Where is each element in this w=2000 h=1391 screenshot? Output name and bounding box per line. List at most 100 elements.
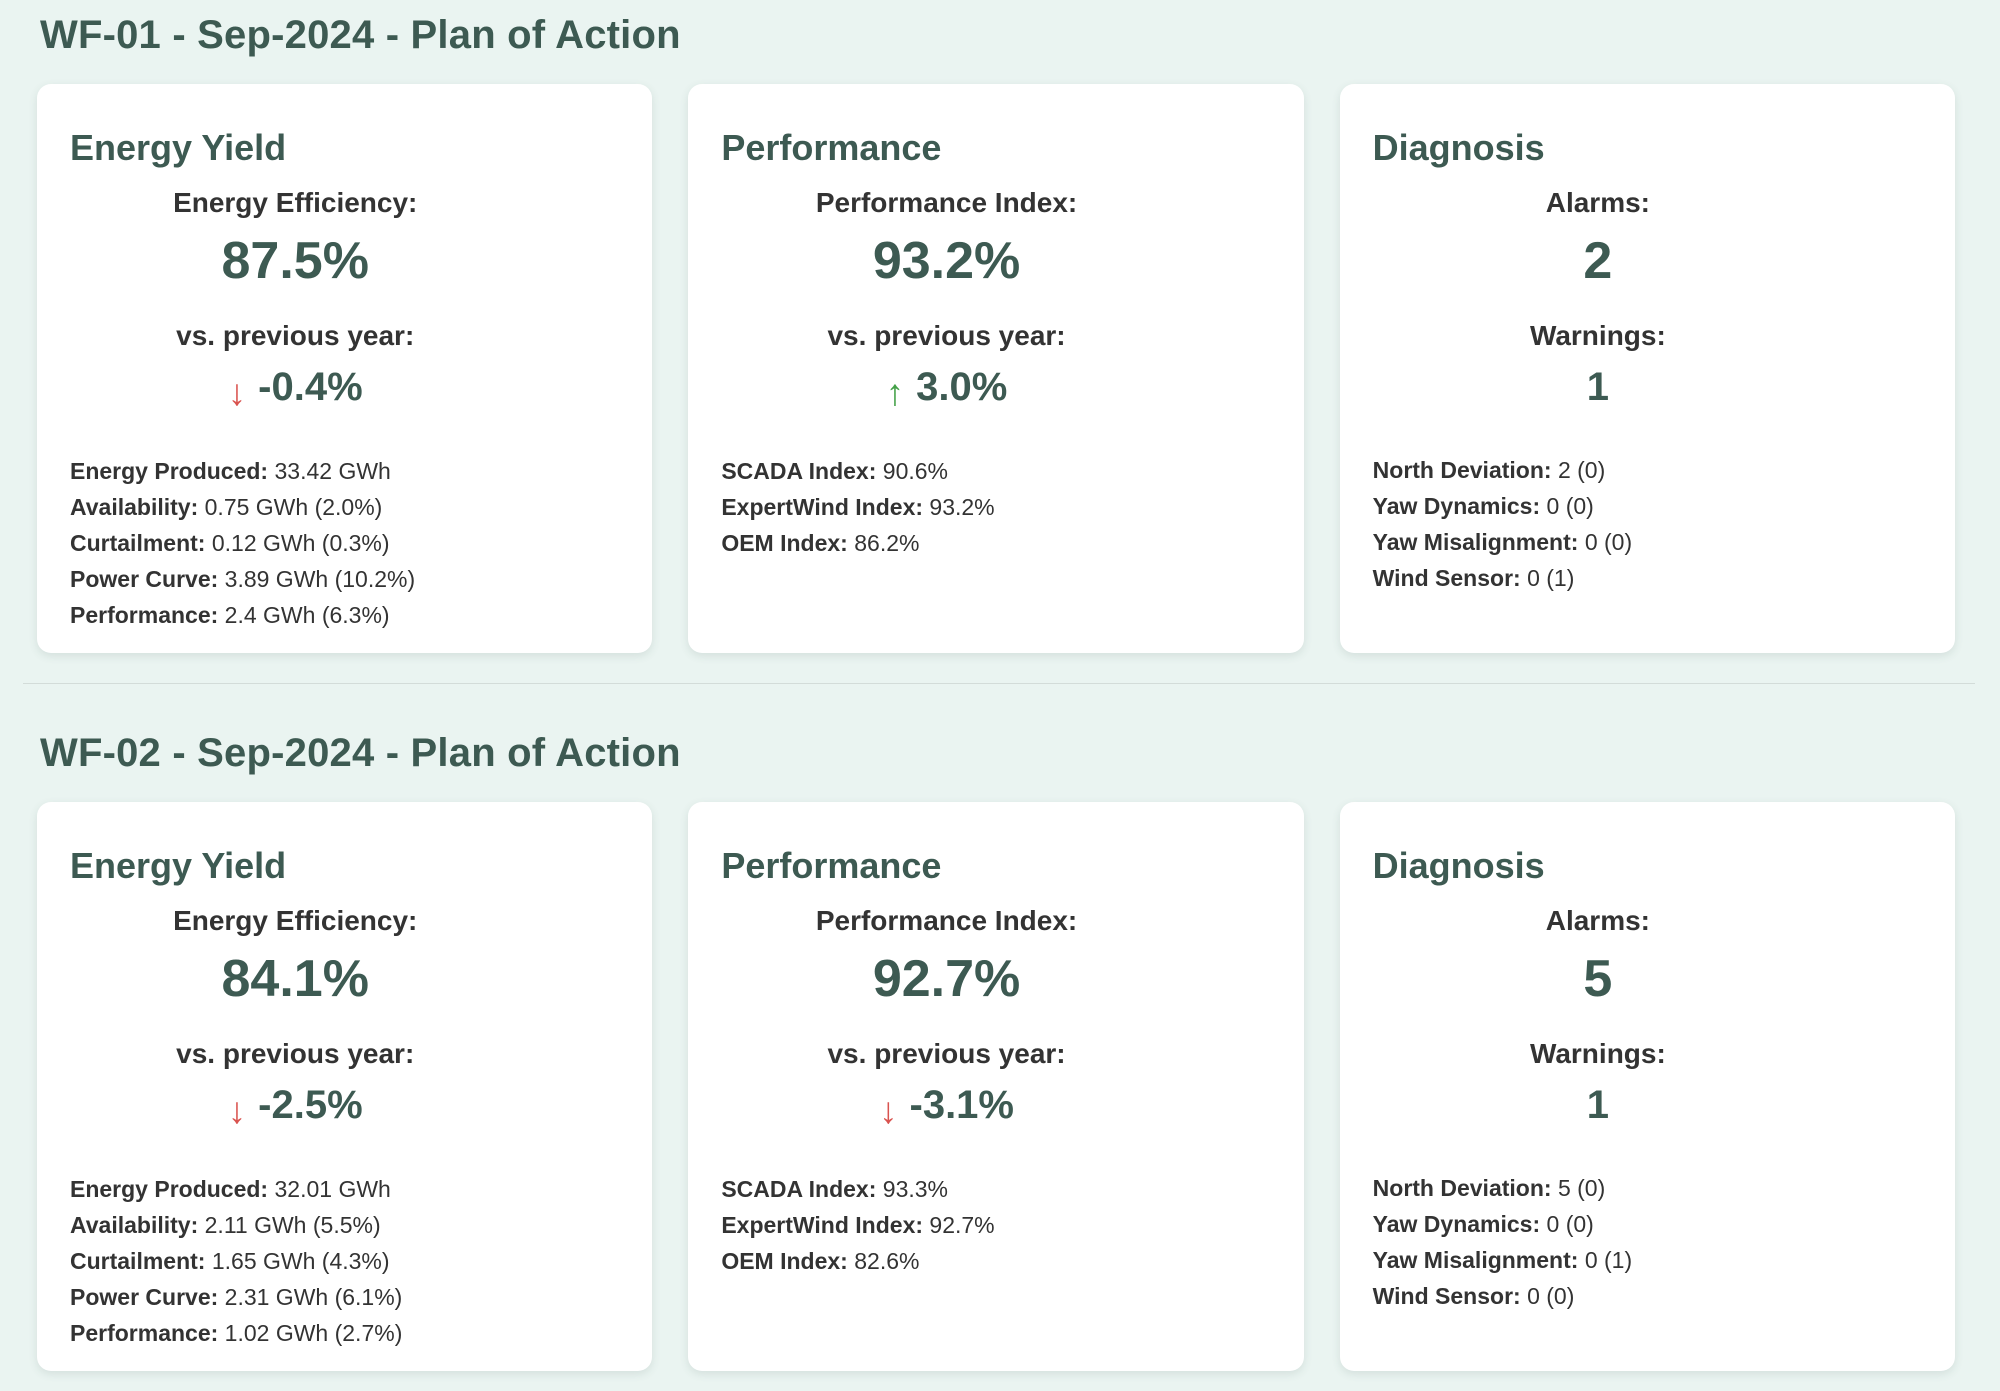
metric-label: Performance Index: (815, 187, 1078, 218)
detail-label: Yaw Misalignment: (1372, 529, 1579, 555)
card-title: Diagnosis (1372, 127, 1545, 168)
details-list: North Deviation: 2 (0) Yaw Dynamics: 0 (… (1373, 452, 1922, 596)
delta-value: 1 (1586, 1083, 1609, 1127)
detail-value: 82.6% (854, 1248, 920, 1274)
energy-yield-card: Energy Yield Energy Efficiency: 87.5% vs… (37, 84, 653, 653)
card-row: Energy Yield Energy Efficiency: 87.5% vs… (37, 84, 1955, 653)
detail-item: Yaw Dynamics: 0 (0) (1373, 488, 1922, 524)
details-list: Energy Produced: 33.42 GWh Availability:… (70, 453, 619, 633)
detail-label: Energy Produced: (70, 1176, 269, 1202)
detail-item: Performance: 1.02 GWh (2.7%) (70, 1315, 619, 1351)
detail-item: North Deviation: 2 (0) (1373, 452, 1922, 488)
detail-value: 1.02 GWh (2.7%) (224, 1320, 403, 1346)
detail-item: Curtailment: 1.65 GWh (4.3%) (70, 1243, 619, 1279)
detail-label: Wind Sensor: (1372, 565, 1521, 591)
metric-value: 84.1% (221, 950, 369, 1008)
detail-label: Wind Sensor: (1372, 1283, 1521, 1309)
trend-down-arrow-icon (228, 368, 246, 418)
wf-01-section: WF-01 - Sep-2024 - Plan of Action Energy… (37, 12, 1955, 653)
metric-label: vs. previous year: (176, 320, 415, 351)
detail-item: SCADA Index: 90.6% (721, 453, 1270, 489)
detail-label: Curtailment: (70, 530, 206, 556)
metric-value: 87.5% (221, 232, 369, 290)
detail-value: 93.2% (929, 494, 995, 520)
metric-value: 5 (1583, 950, 1613, 1008)
metric-label: Alarms: (1545, 187, 1650, 218)
detail-label: Yaw Dynamics: (1372, 493, 1541, 519)
detail-label: Performance: (70, 1320, 219, 1346)
details-list: North Deviation: 5 (0) Yaw Dynamics: 0 (… (1373, 1170, 1922, 1314)
detail-item: SCADA Index: 93.3% (721, 1171, 1270, 1207)
detail-value: 0 (0) (1546, 1211, 1594, 1237)
detail-value: 2.4 GWh (6.3%) (224, 602, 390, 628)
detail-label: OEM Index: (721, 530, 848, 556)
metric-block: Performance Index: 92.7% vs. previous ye… (721, 903, 1171, 1131)
delta-value: 1 (1586, 365, 1609, 409)
detail-value: 0 (0) (1527, 1283, 1575, 1309)
detail-item: Availability: 0.75 GWh (2.0%) (70, 489, 619, 525)
detail-label: North Deviation: (1372, 1175, 1552, 1201)
section-divider (23, 683, 1975, 684)
detail-value: 33.42 GWh (274, 458, 391, 484)
diagnosis-card: Diagnosis Alarms: 2 Warnings: 1 North De… (1339, 84, 1955, 653)
detail-label: North Deviation: (1372, 457, 1552, 483)
metric-label: Warnings: (1529, 1038, 1666, 1069)
detail-item: Curtailment: 0.12 GWh (0.3%) (70, 525, 619, 561)
metric-label: Performance Index: (815, 905, 1078, 936)
detail-value: 1.65 GWh (4.3%) (211, 1248, 390, 1274)
metric-label: Energy Efficiency: (173, 187, 418, 218)
detail-item: Yaw Misalignment: 0 (0) (1373, 524, 1922, 560)
detail-label: Curtailment: (70, 1248, 206, 1274)
detail-item: Wind Sensor: 0 (0) (1373, 1278, 1922, 1314)
detail-item: Power Curve: 2.31 GWh (6.1%) (70, 1279, 619, 1315)
metric-label: Energy Efficiency: (173, 905, 418, 936)
card-row: Energy Yield Energy Efficiency: 84.1% vs… (37, 802, 1955, 1371)
detail-value: 0 (1) (1584, 1247, 1633, 1273)
detail-item: ExpertWind Index: 92.7% (721, 1207, 1270, 1243)
delta-value: 3.0% (916, 365, 1008, 409)
detail-label: Availability: (70, 494, 199, 520)
section-title: WF-01 - Sep-2024 - Plan of Action (40, 13, 681, 57)
section-title: WF-02 - Sep-2024 - Plan of Action (40, 731, 681, 775)
detail-item: Performance: 2.4 GWh (6.3%) (70, 597, 619, 633)
metric-value: 2 (1583, 232, 1613, 290)
detail-value: 92.7% (929, 1212, 995, 1238)
details-list: Energy Produced: 32.01 GWh Availability:… (70, 1171, 619, 1351)
detail-item: OEM Index: 86.2% (721, 525, 1270, 561)
delta-value: -2.5% (258, 1083, 363, 1127)
detail-label: OEM Index: (721, 1248, 848, 1274)
detail-value: 0.75 GWh (2.0%) (204, 494, 383, 520)
detail-item: Wind Sensor: 0 (1) (1373, 560, 1922, 596)
detail-label: Energy Produced: (70, 458, 269, 484)
detail-item: ExpertWind Index: 93.2% (721, 489, 1270, 525)
metric-delta: -0.4% (70, 362, 520, 413)
card-title: Energy Yield (70, 845, 287, 886)
card-title: Diagnosis (1372, 845, 1545, 886)
detail-label: SCADA Index: (721, 1176, 877, 1202)
card-title: Performance (721, 845, 942, 886)
detail-label: ExpertWind Index: (721, 494, 924, 520)
metric-label: vs. previous year: (827, 1038, 1066, 1069)
metric-value: 93.2% (872, 232, 1021, 290)
metric-label: vs. previous year: (176, 1038, 415, 1069)
wf-02-section: WF-02 - Sep-2024 - Plan of Action Energy… (37, 730, 1955, 1371)
trend-down-arrow-icon (228, 1086, 246, 1136)
detail-item: Energy Produced: 32.01 GWh (70, 1171, 619, 1207)
detail-label: Power Curve: (70, 1284, 219, 1310)
detail-item: OEM Index: 82.6% (721, 1243, 1270, 1279)
diagnosis-card: Diagnosis Alarms: 5 Warnings: 1 North De… (1339, 802, 1955, 1371)
detail-item: Yaw Dynamics: 0 (0) (1373, 1206, 1922, 1242)
delta-value: -0.4% (258, 365, 363, 409)
trend-up-arrow-icon (886, 368, 904, 418)
detail-label: Yaw Misalignment: (1372, 1247, 1579, 1273)
detail-label: Availability: (70, 1212, 199, 1238)
detail-value: 0 (0) (1546, 493, 1594, 519)
detail-value: 2.11 GWh (5.5%) (204, 1212, 381, 1238)
detail-value: 32.01 GWh (274, 1176, 391, 1202)
detail-value: 93.3% (882, 1176, 948, 1202)
detail-value: 5 (0) (1557, 1175, 1606, 1201)
detail-item: Yaw Misalignment: 0 (1) (1373, 1242, 1922, 1278)
delta-value: -3.1% (909, 1083, 1015, 1127)
metric-block: Performance Index: 93.2% vs. previous ye… (721, 185, 1171, 413)
